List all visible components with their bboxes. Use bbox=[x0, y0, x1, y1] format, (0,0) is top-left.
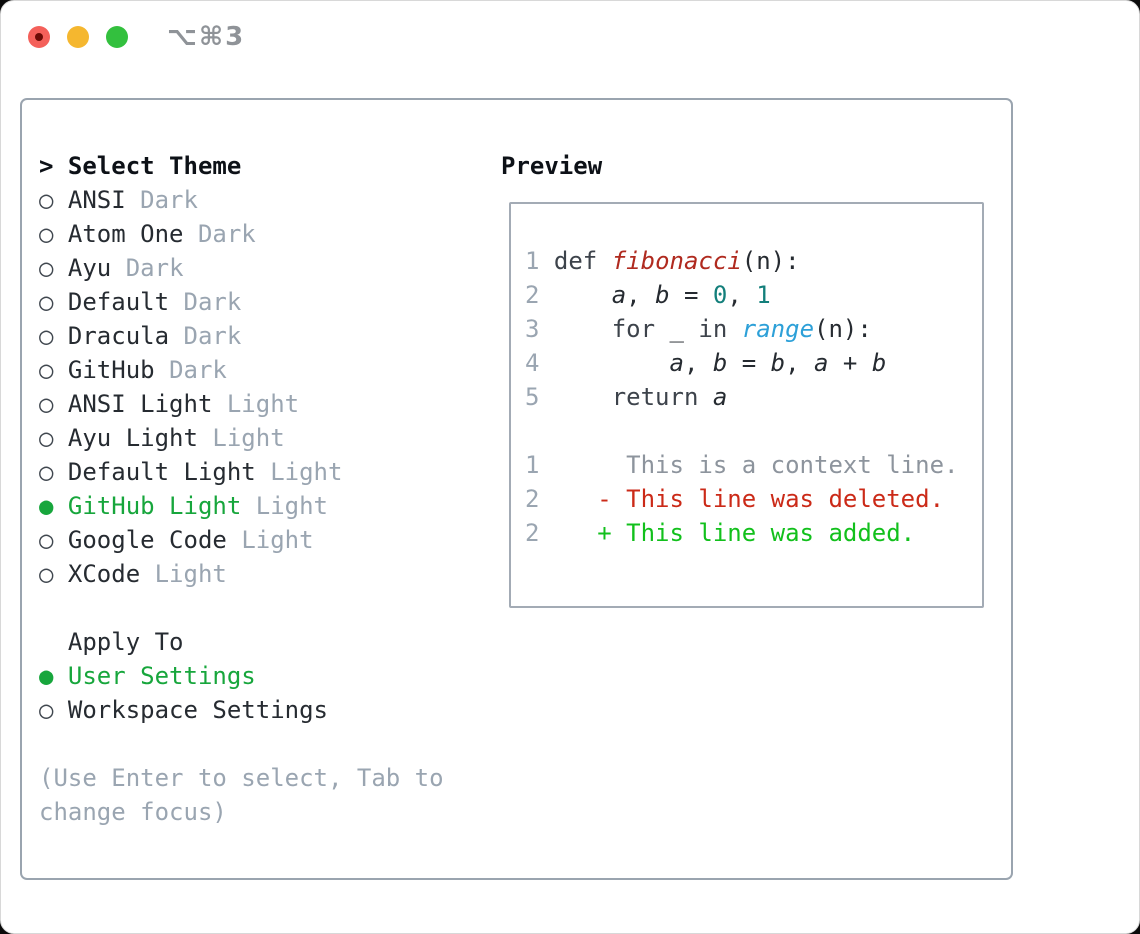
preview-blank-line bbox=[525, 414, 970, 448]
theme-option-atom-one[interactable]: ○ Atom One Dark bbox=[39, 220, 256, 248]
keyboard-hint: (Use Enter to select, Tab to change focu… bbox=[39, 764, 459, 826]
radio-unselected-icon: ○ bbox=[39, 458, 54, 486]
radio-unselected-icon: ○ bbox=[39, 288, 54, 316]
theme-list: > Select Theme ○ ANSI Dark ○ Atom One Dark… bbox=[39, 149, 479, 829]
radio-unselected-icon: ○ bbox=[39, 356, 54, 384]
radio-unselected-icon: ○ bbox=[39, 424, 54, 452]
close-dot-icon bbox=[35, 33, 43, 41]
radio-unselected-icon: ○ bbox=[39, 322, 54, 350]
theme-option-dracula[interactable]: ○ Dracula Dark bbox=[39, 322, 242, 350]
preview-code-line: 3 for _ in range(n): bbox=[525, 315, 872, 343]
close-button[interactable] bbox=[28, 26, 50, 48]
theme-option-google-code[interactable]: ○ Google Code Light bbox=[39, 526, 314, 554]
spacer bbox=[39, 591, 479, 625]
preview-diff-deleted-line: 2 - This line was deleted. bbox=[525, 485, 945, 513]
preview-code-line: 1 def fibonacci(n): bbox=[525, 247, 800, 275]
theme-option-ayu-light[interactable]: ○ Ayu Light Light bbox=[39, 424, 285, 452]
apply-option-workspace-settings[interactable]: ○ Workspace Settings bbox=[39, 696, 328, 724]
theme-option-xcode[interactable]: ○ XCode Light bbox=[39, 560, 227, 588]
theme-option-default-light[interactable]: ○ Default Light Light bbox=[39, 458, 343, 486]
theme-select-title: > Select Theme bbox=[39, 152, 242, 180]
preview-code-line: 4 a, b = b, a + b bbox=[525, 349, 887, 377]
preview-title: Preview bbox=[501, 152, 603, 180]
radio-unselected-icon: ○ bbox=[39, 220, 54, 248]
theme-option-ansi[interactable]: ○ ANSI Dark bbox=[39, 186, 198, 214]
zoom-button[interactable] bbox=[106, 26, 128, 48]
apply-option-user-settings[interactable]: ● User Settings bbox=[39, 662, 256, 690]
theme-option-default[interactable]: ○ Default Dark bbox=[39, 288, 242, 316]
preview-code-line: 2 a, b = 0, 1 bbox=[525, 281, 771, 309]
apply-to-title: Apply To bbox=[39, 628, 184, 656]
minimize-button[interactable] bbox=[67, 26, 89, 48]
preview-diff-context-line: 1 This is a context line. bbox=[525, 451, 959, 479]
radio-unselected-icon: ○ bbox=[39, 186, 54, 214]
preview-code-box: 1 def fibonacci(n): 2 a, b = 0, 1 3 for _ … bbox=[509, 202, 984, 608]
radio-unselected-icon: ○ bbox=[39, 390, 54, 418]
radio-unselected-icon: ○ bbox=[39, 526, 54, 554]
theme-option-ayu[interactable]: ○ Ayu Dark bbox=[39, 254, 184, 282]
preview-diff-added-line: 2 + This line was added. bbox=[525, 519, 916, 547]
theme-option-github[interactable]: ○ GitHub Dark bbox=[39, 356, 227, 384]
theme-option-ansi-light[interactable]: ○ ANSI Light Light bbox=[39, 390, 300, 418]
selection-caret-icon: > bbox=[39, 152, 54, 180]
radio-selected-icon: ● bbox=[39, 492, 54, 520]
radio-unselected-icon: ○ bbox=[39, 696, 54, 724]
radio-selected-icon: ● bbox=[39, 662, 54, 690]
radio-unselected-icon: ○ bbox=[39, 560, 54, 588]
titlebar: ⌥⌘3 bbox=[1, 1, 1139, 71]
preview-code-line: 5 return a bbox=[525, 383, 728, 411]
keyboard-shortcut-label: ⌥⌘3 bbox=[167, 22, 246, 52]
radio-unselected-icon: ○ bbox=[39, 254, 54, 282]
theme-option-github-light[interactable]: ● GitHub Light Light bbox=[39, 492, 328, 520]
